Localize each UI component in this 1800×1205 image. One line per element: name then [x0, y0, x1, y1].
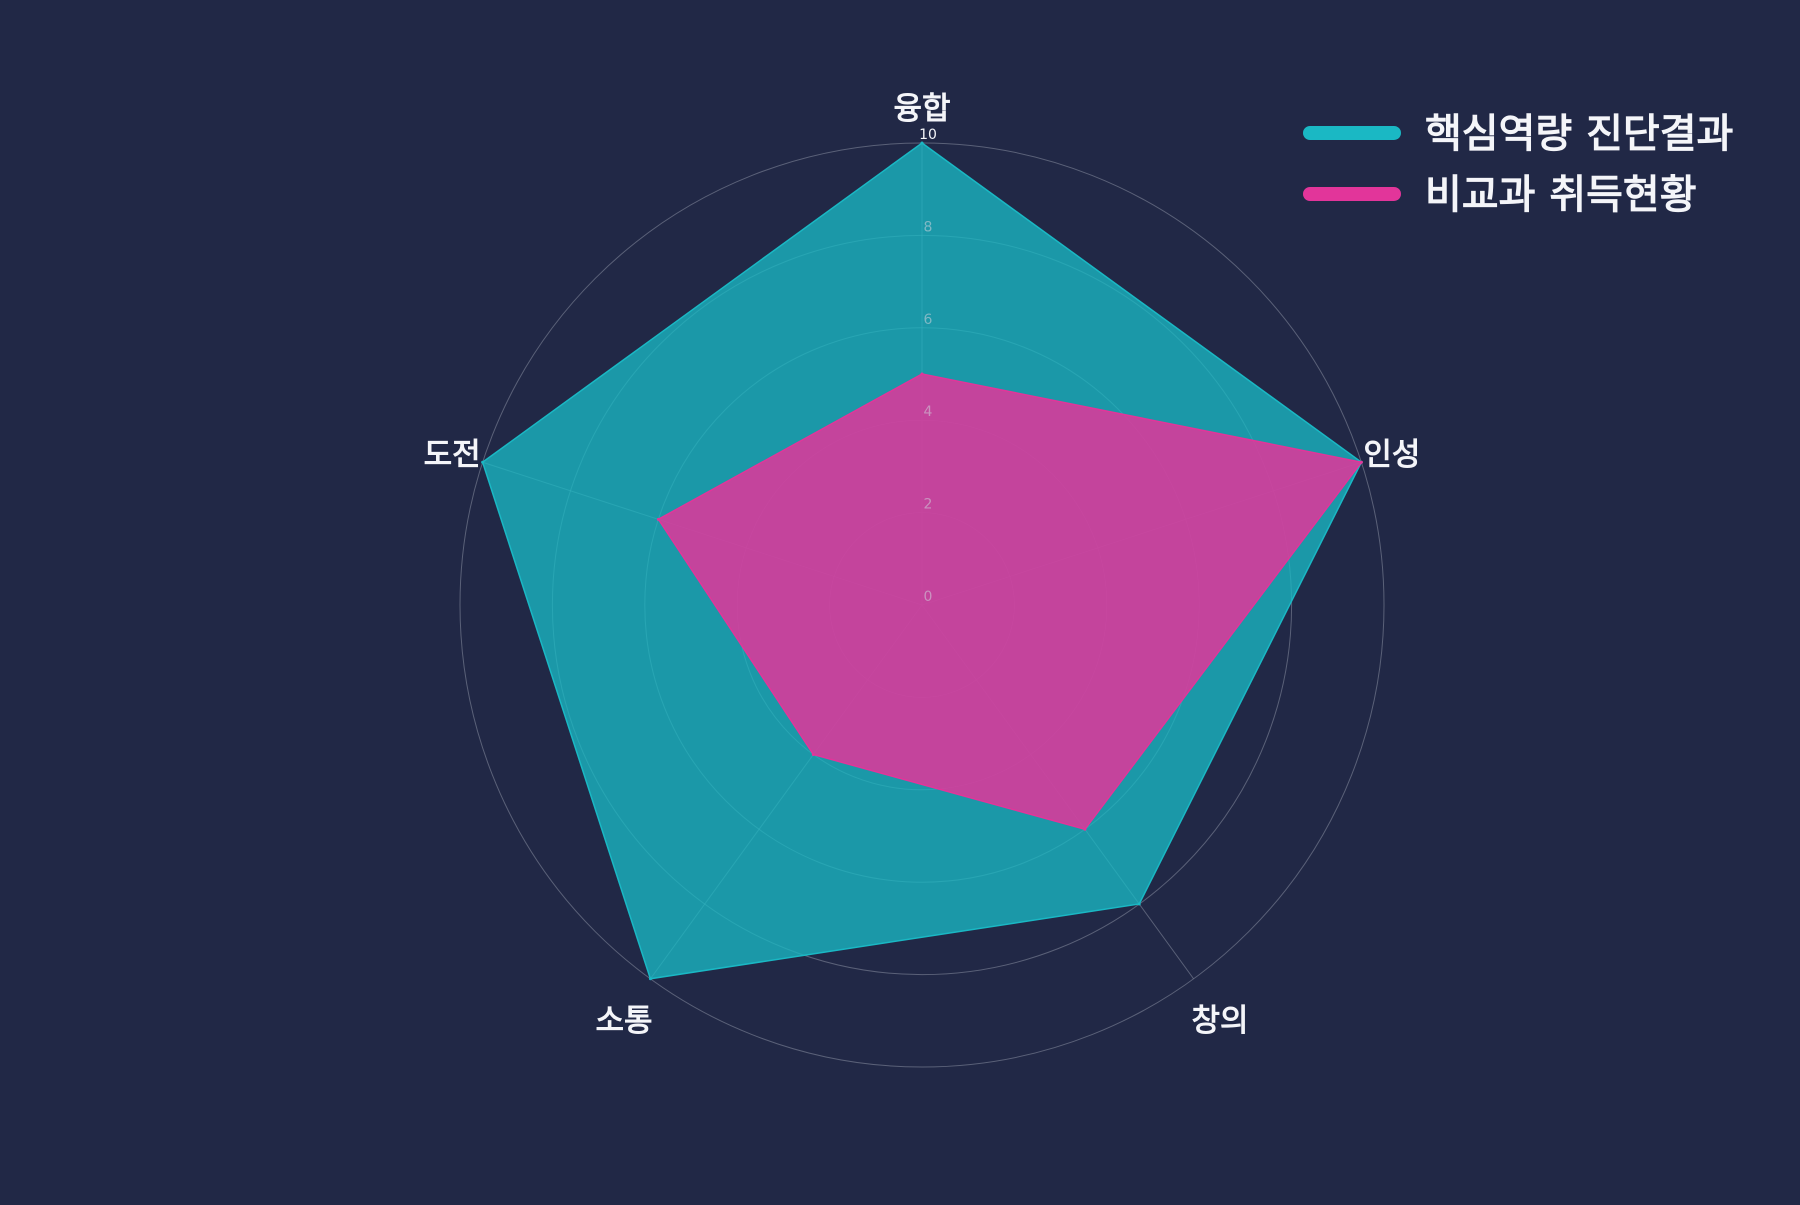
series-0-point-3	[648, 977, 652, 981]
series-1-point-3	[811, 753, 815, 757]
series-1-point-2	[1083, 827, 1087, 831]
series-area-1	[657, 373, 1363, 831]
tick-label-10: 10	[919, 127, 937, 143]
series-0-point-0	[920, 141, 924, 145]
category-label-3: 소통	[595, 1003, 652, 1039]
category-label-2: 창의	[1191, 1003, 1248, 1039]
tick-label-8: 8	[924, 219, 933, 235]
series-1-point-1	[1359, 460, 1363, 464]
tick-label-0: 0	[924, 589, 933, 605]
legend-item-0[interactable]: 핵심역량 진단결과	[1303, 111, 1734, 157]
series-1-point-0	[920, 372, 924, 376]
tick-label-2: 2	[924, 497, 933, 513]
legend-label-0: 핵심역량 진단결과	[1425, 111, 1734, 157]
series-1-point-4	[656, 517, 660, 521]
series-0-point-2	[1137, 902, 1141, 906]
legend-item-1[interactable]: 비교과 취득현황	[1303, 172, 1697, 218]
category-label-0: 융합	[893, 91, 950, 127]
radial-tick-labels: 0 2 4 6 8 10	[919, 127, 937, 605]
tick-label-6: 6	[924, 312, 933, 328]
category-label-1: 인성	[1363, 437, 1420, 473]
tick-label-4: 4	[924, 404, 933, 420]
radar-series	[481, 141, 1363, 981]
series-0-point-4	[481, 460, 485, 464]
legend-label-1: 비교과 취득현황	[1425, 172, 1697, 218]
category-label-4: 도전	[424, 437, 481, 473]
